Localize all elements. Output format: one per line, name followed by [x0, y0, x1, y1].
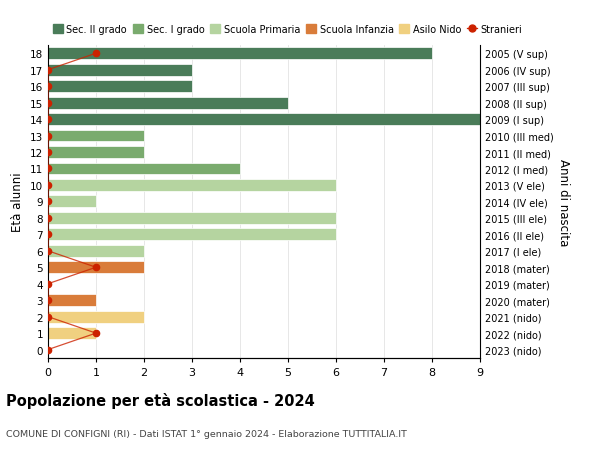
Bar	[48, 196, 96, 208]
Bar	[48, 311, 144, 323]
Bar	[48, 262, 144, 274]
Bar	[48, 245, 144, 257]
Legend: Sec. II grado, Sec. I grado, Scuola Primaria, Scuola Infanzia, Asilo Nido, Stran: Sec. II grado, Sec. I grado, Scuola Prim…	[53, 25, 523, 35]
Bar	[48, 130, 144, 142]
Bar	[48, 163, 240, 175]
Bar	[48, 114, 480, 126]
Bar	[48, 213, 336, 224]
Bar	[48, 81, 192, 93]
Bar	[48, 97, 288, 109]
Bar	[48, 48, 432, 60]
Bar	[48, 65, 192, 77]
Bar	[48, 229, 336, 241]
Text: COMUNE DI CONFIGNI (RI) - Dati ISTAT 1° gennaio 2024 - Elaborazione TUTTITALIA.I: COMUNE DI CONFIGNI (RI) - Dati ISTAT 1° …	[6, 429, 407, 438]
Bar	[48, 327, 96, 339]
Bar	[48, 179, 336, 191]
Bar	[48, 295, 96, 307]
Y-axis label: Età alunni: Età alunni	[11, 172, 25, 232]
Y-axis label: Anni di nascita: Anni di nascita	[557, 158, 570, 246]
Bar	[48, 147, 144, 159]
Text: Popolazione per età scolastica - 2024: Popolazione per età scolastica - 2024	[6, 392, 315, 409]
